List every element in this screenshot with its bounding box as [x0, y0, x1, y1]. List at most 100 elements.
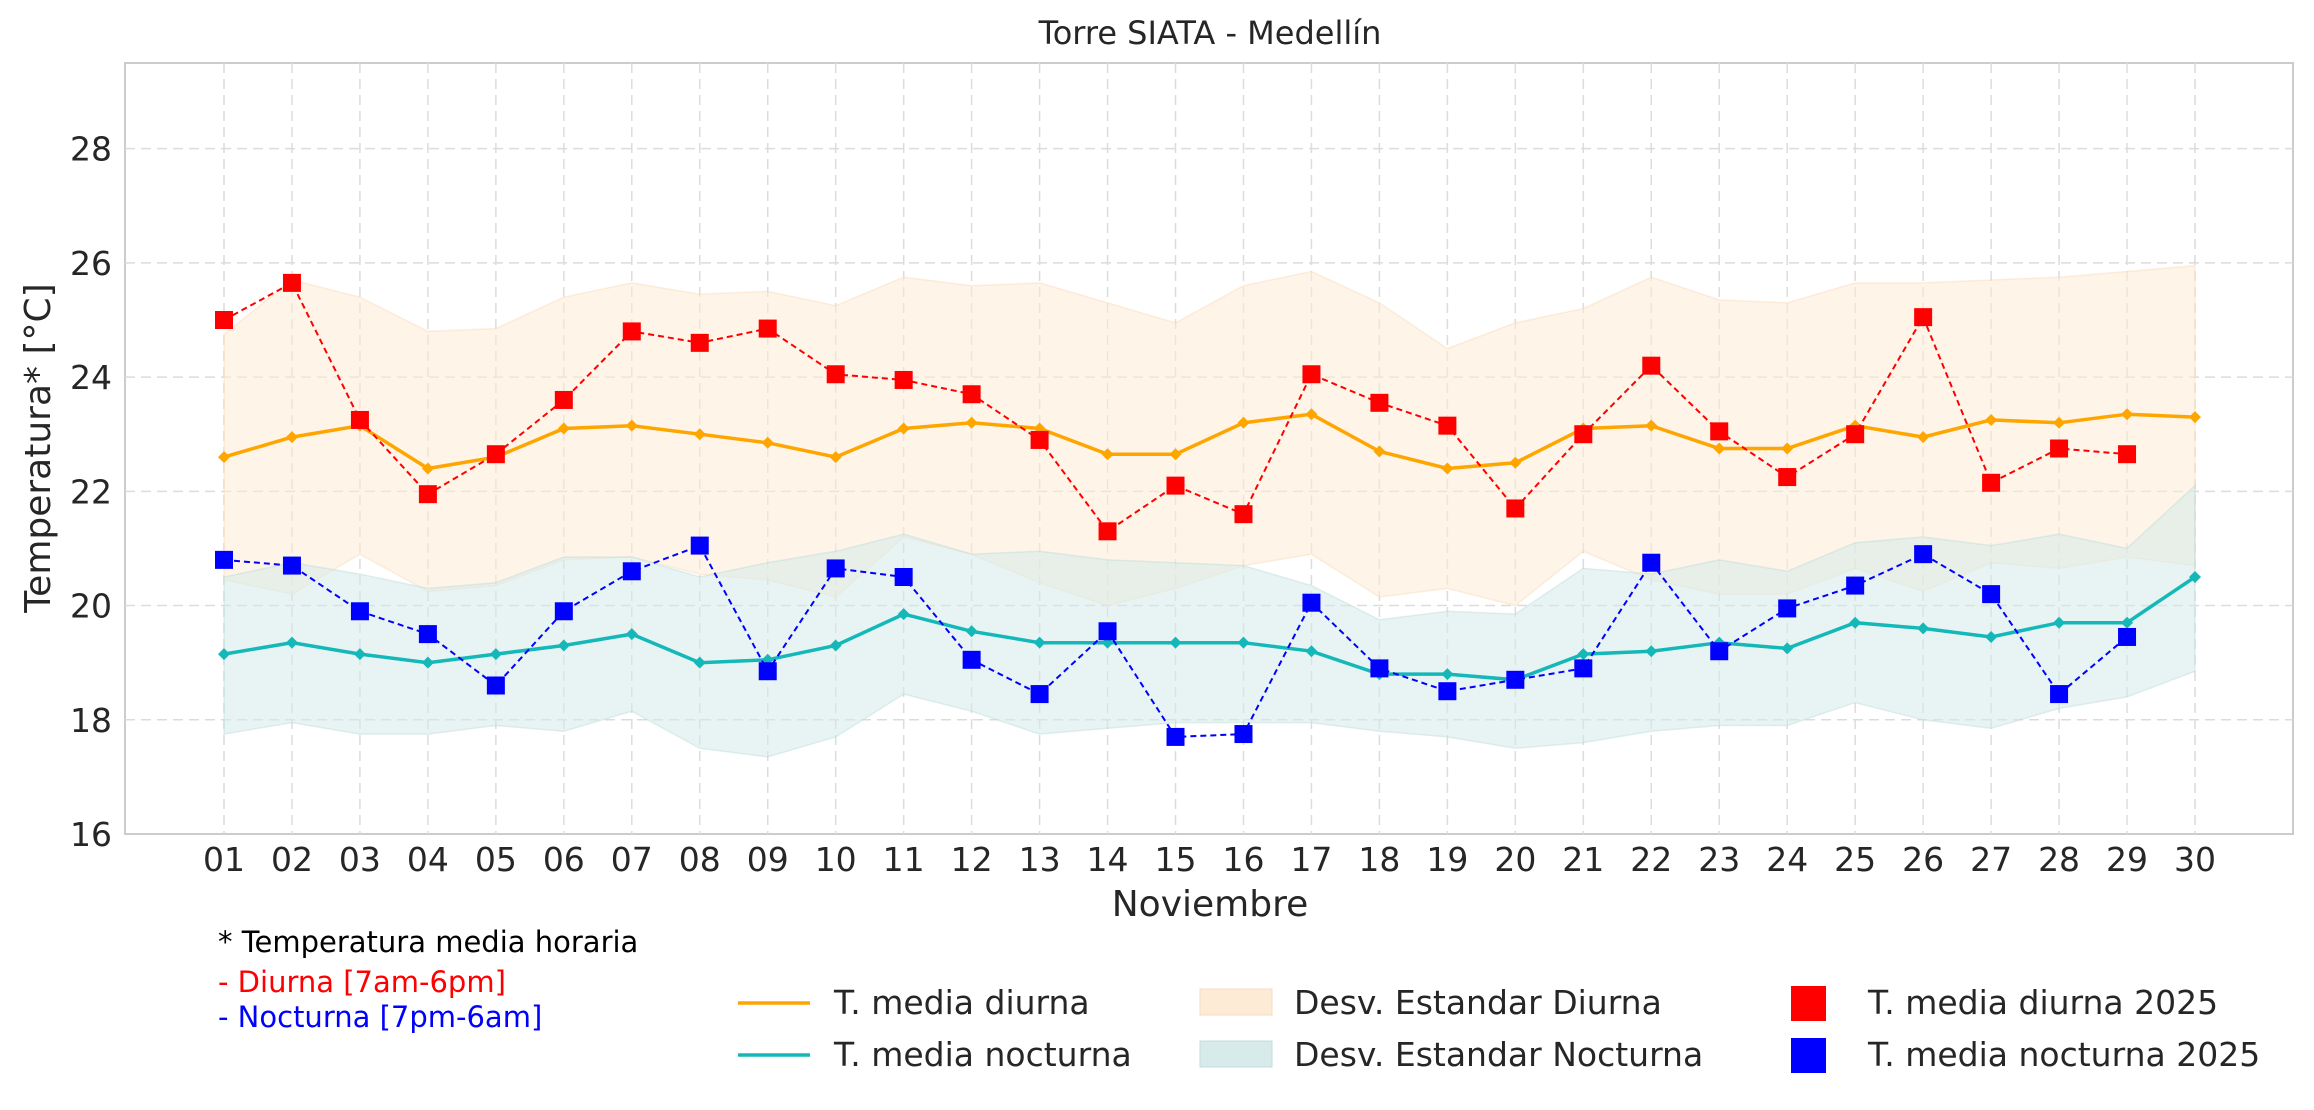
media-diurna-point: [1169, 448, 1182, 461]
diurna-2025-marker: [1302, 365, 1321, 384]
x-tick-label: 09: [747, 840, 789, 879]
media-nocturna-point: [1441, 668, 1454, 681]
diurna-2025-marker: [1370, 393, 1389, 412]
diurna-2025-marker: [554, 390, 573, 409]
y-tick-label: 22: [70, 472, 112, 511]
y-tick-label: 26: [70, 244, 112, 283]
nocturna-2025-marker: [2050, 685, 2069, 704]
nocturna-2025-marker: [215, 550, 233, 569]
diurna-2025-marker: [1642, 356, 1661, 375]
nocturna-2025-marker: [1982, 585, 2001, 604]
x-tick-label: 15: [1155, 840, 1197, 879]
media-diurna-point: [1237, 416, 1250, 429]
x-tick-label: 02: [271, 840, 313, 879]
nocturna-2025-marker: [1642, 553, 1661, 572]
diurna-2025-marker: [1098, 522, 1117, 541]
diurna-2025-marker: [962, 385, 981, 404]
media-nocturna-point: [1305, 645, 1318, 658]
media-nocturna-point: [693, 656, 706, 669]
legend: T. media diurna T. media nocturna Desv. …: [738, 983, 2260, 1074]
nocturna-2025-marker: [1302, 593, 1321, 612]
x-tick-label: 25: [1834, 840, 1876, 879]
x-tick-label: 29: [2106, 840, 2148, 879]
diurna-2025-marker: [1778, 468, 1797, 487]
media-diurna-point: [965, 416, 978, 429]
std-bands: [223, 264, 2196, 758]
y-tick-label: 20: [70, 587, 112, 626]
x-tick-label: 11: [883, 840, 925, 879]
media-diurna-point: [1441, 462, 1454, 475]
legend-swatch-nocturna-band: [1199, 1040, 1273, 1068]
diurna-2025-marker: [894, 370, 913, 389]
media-nocturna-point: [421, 656, 434, 669]
media-diurna-point: [2121, 408, 2134, 421]
x-tick-label: 23: [1698, 840, 1740, 879]
nocturna-2025-marker: [1506, 670, 1525, 689]
nocturna-2025-marker: [690, 536, 709, 555]
nocturna-2025-marker: [486, 676, 505, 695]
media-nocturna-point: [965, 625, 978, 638]
media-nocturna-point: [2121, 616, 2134, 629]
legend-label: T. media nocturna 2025: [1867, 1035, 2260, 1074]
nocturna-2025-marker: [350, 602, 369, 621]
nocturna-2025-marker: [1370, 659, 1389, 678]
media-nocturna-point: [1781, 642, 1794, 655]
media-diurna-point: [1509, 456, 1522, 469]
x-tick-label: 17: [1290, 840, 1332, 879]
x-tick-label: 22: [1630, 840, 1672, 879]
media-diurna-point: [1373, 445, 1386, 458]
media-nocturna-point: [2053, 616, 2066, 629]
media-diurna-point: [421, 462, 434, 475]
media-diurna-point: [1305, 408, 1318, 421]
y-axis-label: Temperatura* [°C]: [18, 283, 59, 613]
diurna-2025-marker: [758, 319, 777, 338]
diurna-2025-marker: [1574, 425, 1593, 444]
media-diurna-point: [625, 419, 638, 432]
media-diurna-point: [1101, 448, 1114, 461]
nocturna-2025-marker: [826, 559, 845, 578]
x-tick-label: 19: [1426, 840, 1468, 879]
diurna-2025-marker: [282, 273, 301, 292]
y-tick-label: 16: [70, 815, 112, 854]
media-diurna-point: [285, 431, 298, 444]
axis-ticks: 01 02 03 04 05 06 07 08 09 10 11 12 13 14 15 16 17 18 19 20…: [70, 130, 2216, 879]
media-diurna-point: [1713, 442, 1726, 455]
chart-title: Torre SIATA - Medellín: [1038, 14, 1382, 52]
media-diurna-point: [557, 422, 570, 435]
media-diurna-point: [829, 451, 842, 464]
annotation-diurna: - Diurna [7am-6pm]: [218, 965, 506, 999]
media-nocturna-point: [557, 639, 570, 652]
legend-label: T. media nocturna: [833, 1035, 1132, 1074]
x-tick-label: 28: [2038, 840, 2080, 879]
legend-swatch-diurna-2025: [1791, 986, 1826, 1021]
nocturna-2025-marker: [894, 568, 913, 586]
nocturna-2025-marker: [418, 625, 437, 644]
x-tick-label: 27: [1970, 840, 2012, 879]
media-nocturna-point: [1033, 636, 1046, 649]
x-tick-label: 30: [2174, 840, 2216, 879]
media-diurna-point: [1781, 442, 1794, 455]
x-tick-label: 12: [951, 840, 993, 879]
x-tick-label: 21: [1562, 840, 1604, 879]
media-nocturna-point: [218, 648, 230, 661]
nocturna-2025-marker: [554, 602, 573, 621]
legend-swatch-nocturna-2025: [1791, 1038, 1826, 1073]
annotation-note: * Temperatura media horaria: [218, 925, 638, 959]
markers-2025: [215, 273, 2137, 746]
nocturna-2025-marker: [962, 650, 981, 669]
media-nocturna-point: [353, 648, 366, 661]
media-diurna-point: [761, 436, 774, 449]
media-diurna-point: [1917, 431, 1930, 444]
x-tick-label: 14: [1087, 840, 1129, 879]
x-axis-label: Noviembre: [1112, 884, 1309, 925]
diurna-2025-marker: [1030, 430, 1049, 449]
legend-label: T. media diurna 2025: [1867, 983, 2218, 1022]
nocturna-2025-marker: [1846, 576, 1865, 595]
x-tick-label: 03: [339, 840, 381, 879]
nocturna-2025-marker: [1098, 622, 1117, 641]
nocturna-2025-marker: [758, 662, 777, 681]
diurna-2025-marker: [486, 445, 505, 464]
legend-label: Desv. Estandar Nocturna: [1294, 1035, 1703, 1074]
media-nocturna-point: [1237, 636, 1250, 649]
